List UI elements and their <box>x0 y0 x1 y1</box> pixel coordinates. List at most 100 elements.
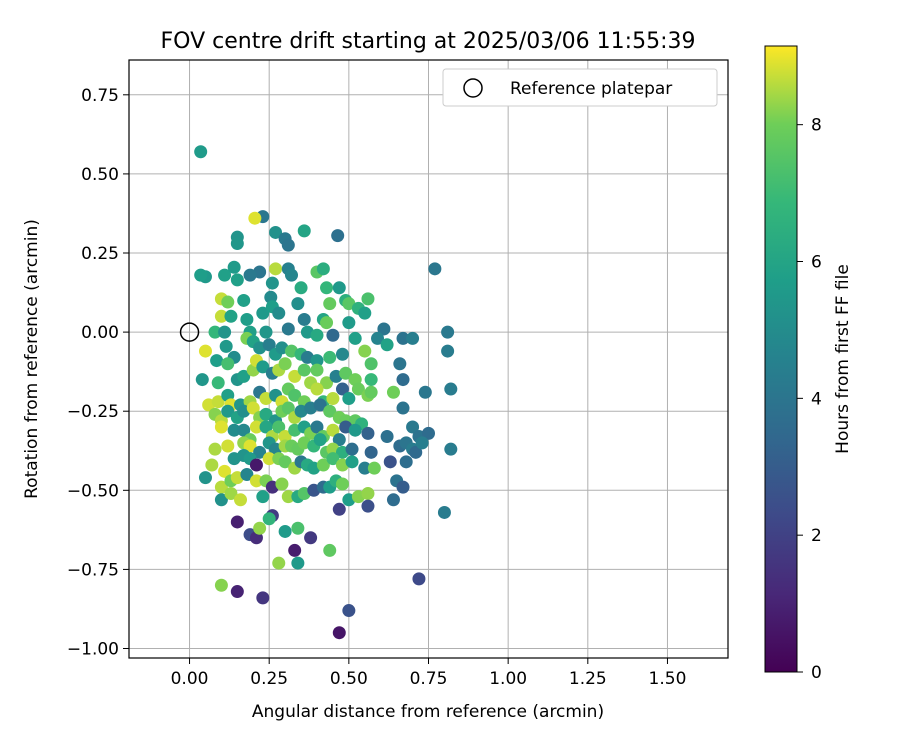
data-point <box>205 458 219 472</box>
data-point <box>396 373 410 387</box>
data-point <box>323 350 337 364</box>
data-point <box>249 420 263 434</box>
colorbar-tick-label: 0 <box>811 663 822 683</box>
data-point <box>259 325 273 339</box>
data-point <box>345 455 359 469</box>
x-axis-ticks: 0.00 0.25 0.50 0.75 1.00 1.25 1.50 <box>171 658 686 689</box>
data-point <box>396 331 410 345</box>
y-tick-label: 0.00 <box>81 323 119 343</box>
data-point <box>195 373 209 387</box>
data-point <box>313 433 327 447</box>
data-point <box>320 376 334 390</box>
data-point <box>281 401 295 415</box>
data-point <box>288 543 302 557</box>
data-point <box>214 578 228 592</box>
y-tick-label: 0.50 <box>81 165 119 185</box>
data-point <box>361 292 375 306</box>
data-point <box>262 512 276 526</box>
data-point <box>262 452 276 466</box>
chart-title: FOV centre drift starting at 2025/03/06 … <box>161 29 696 54</box>
data-point <box>342 316 356 330</box>
data-point <box>323 297 337 311</box>
data-point <box>409 445 423 459</box>
data-point <box>304 531 318 545</box>
data-point <box>227 423 241 437</box>
data-point <box>383 455 397 469</box>
data-point <box>339 366 353 380</box>
data-point <box>380 338 394 352</box>
legend: Reference platepar <box>442 68 718 107</box>
data-point <box>256 591 270 605</box>
data-point <box>335 382 349 396</box>
data-point <box>259 420 273 434</box>
data-point <box>218 268 232 282</box>
data-point <box>234 493 248 507</box>
data-point <box>230 515 244 529</box>
data-point <box>441 325 455 339</box>
data-point <box>332 281 346 295</box>
data-point <box>237 293 251 307</box>
data-point <box>256 490 270 504</box>
data-point <box>278 430 292 444</box>
data-point <box>248 211 262 225</box>
data-point <box>265 276 279 290</box>
data-point <box>278 524 292 538</box>
data-point <box>331 229 345 243</box>
data-point <box>335 477 349 491</box>
x-tick-label: 0.75 <box>410 669 448 689</box>
data-point <box>272 420 286 434</box>
legend-marker-icon <box>463 78 483 98</box>
data-point <box>253 445 267 459</box>
data-point <box>219 339 233 353</box>
data-point <box>377 322 391 336</box>
data-point <box>218 325 232 339</box>
data-point <box>361 499 375 513</box>
colorbar-tick-label: 4 <box>811 389 822 409</box>
data-point <box>198 471 212 485</box>
data-point <box>243 268 257 282</box>
data-point <box>399 455 413 469</box>
data-point <box>323 404 337 418</box>
data-point <box>214 493 228 507</box>
data-point <box>224 486 238 500</box>
data-point <box>297 312 311 326</box>
data-point <box>444 442 458 456</box>
data-point <box>227 260 241 274</box>
data-point <box>221 439 235 453</box>
data-point <box>326 452 340 466</box>
data-point <box>444 382 458 396</box>
data-point <box>291 297 305 311</box>
colorbar-tick-label: 6 <box>811 253 822 273</box>
data-point <box>194 145 208 159</box>
data-point <box>358 306 372 320</box>
data-point <box>291 556 305 570</box>
data-point <box>194 268 208 282</box>
data-point <box>230 237 244 251</box>
data-point <box>249 458 263 472</box>
data-point <box>367 461 381 475</box>
data-point <box>281 490 295 504</box>
data-point <box>272 306 286 320</box>
data-point <box>406 420 420 434</box>
data-point <box>284 268 298 282</box>
data-point <box>208 325 222 339</box>
data-point <box>428 262 442 276</box>
data-point <box>313 398 327 412</box>
data-point <box>214 480 228 494</box>
data-point <box>342 392 356 406</box>
data-point <box>214 309 228 323</box>
data-point <box>364 385 378 399</box>
data-point <box>371 331 385 345</box>
data-point <box>386 493 400 507</box>
data-point <box>342 604 356 618</box>
data-point <box>320 316 334 330</box>
data-point <box>320 281 334 295</box>
data-point <box>281 238 295 252</box>
data-point <box>214 420 228 434</box>
colorbar: 0 2 4 6 8 Hours from first FF file <box>764 45 853 683</box>
data-point <box>422 426 435 440</box>
data-point <box>380 430 394 444</box>
data-point <box>310 328 324 342</box>
legend-label: Reference platepar <box>510 79 672 99</box>
